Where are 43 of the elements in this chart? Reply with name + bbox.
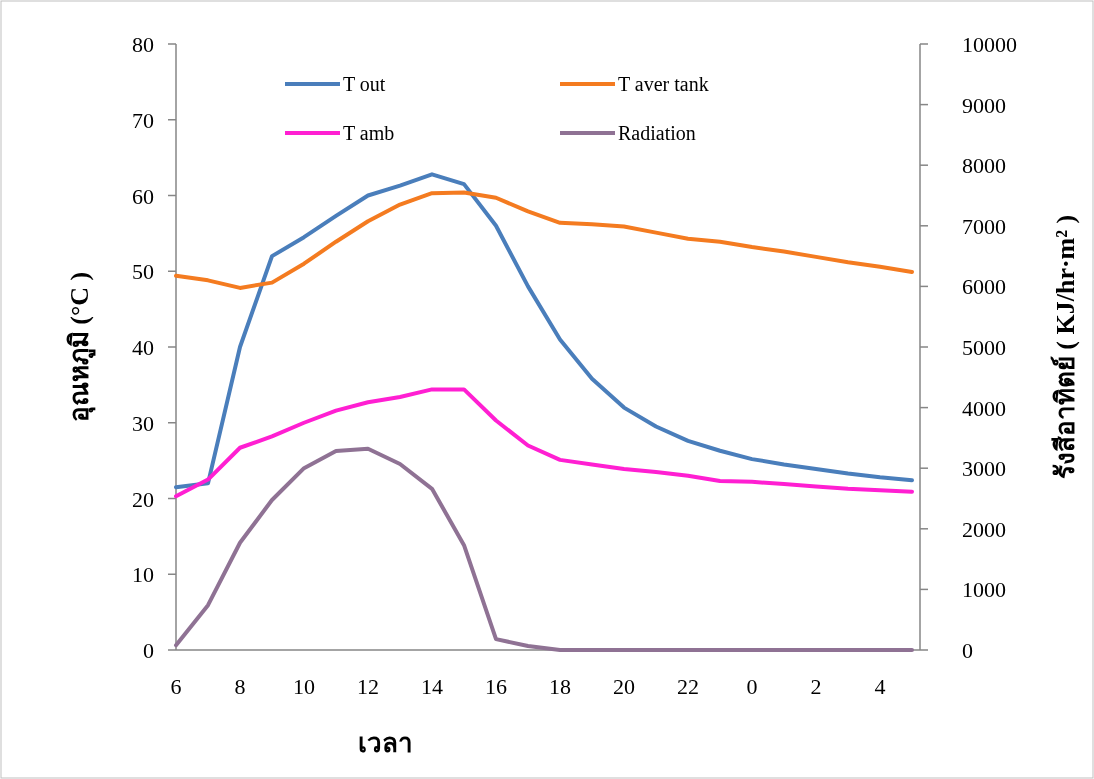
y2-tick-label: 5000	[962, 335, 1006, 360]
y2-tick-label: 7000	[962, 213, 1006, 239]
line-series	[174, 446, 914, 652]
y-tick-label: 20	[132, 486, 154, 512]
y-tick-label: 50	[132, 259, 154, 285]
y-axis-title: อุณหภูมิ (°C )	[65, 271, 96, 423]
y2-tick-label: 8000	[962, 153, 1006, 179]
x-tick-label: 2	[810, 674, 822, 699]
x-tick-label: 12	[357, 674, 379, 699]
y2-tick-label: 3000	[962, 456, 1006, 482]
y-tick-label: 30	[132, 410, 154, 436]
y2-tick-label: 4000	[962, 395, 1006, 421]
x-tick-label: 8	[234, 674, 246, 699]
x-tick-label: 16	[485, 674, 507, 699]
x-axis-title: เวลา	[357, 729, 413, 758]
y-tick-label: 0	[143, 638, 154, 663]
x-tick-label: 0	[746, 674, 758, 699]
x-tick-label: 22	[677, 674, 699, 699]
y2-tick-label: 6000	[962, 274, 1006, 300]
legend-label: T out	[343, 73, 386, 95]
y2-tick-label: 10000	[962, 32, 1017, 57]
line-series	[174, 387, 914, 499]
y2-tick-label: 1000	[962, 577, 1006, 603]
line-series	[174, 172, 914, 490]
y2-axis-title: รังสีอาทิตย์ ( KJ/hr·m² )	[1050, 214, 1080, 480]
x-tick-label: 6	[170, 674, 182, 699]
y2-tick-label: 0	[962, 638, 973, 663]
y2-tick-label: 9000	[962, 92, 1006, 118]
x-tick-label: 14	[421, 674, 443, 699]
y-tick-label: 40	[132, 335, 154, 360]
legend-label: Radiation	[618, 122, 696, 144]
y-tick-label: 60	[132, 183, 154, 209]
x-tick-label: 18	[549, 674, 571, 699]
legend-label: T aver tank	[618, 73, 709, 95]
y-tick-label: 70	[132, 107, 154, 133]
x-tick-label: 4	[874, 674, 886, 699]
y2-tick-label: 2000	[962, 516, 1006, 542]
y-tick-label: 80	[132, 32, 154, 57]
legend-label: T amb	[343, 122, 395, 144]
x-tick-label: 20	[613, 674, 635, 699]
line-series	[174, 190, 914, 290]
y-tick-label: 10	[132, 562, 154, 588]
x-tick-label: 10	[293, 674, 315, 699]
